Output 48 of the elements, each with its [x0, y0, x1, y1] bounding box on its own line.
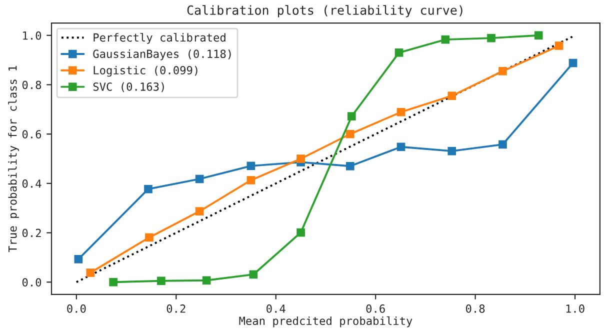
point	[195, 207, 204, 216]
point	[346, 162, 354, 170]
chart-title: Calibration plots (reliability curve)	[187, 5, 462, 18]
point	[396, 142, 406, 152]
point	[347, 112, 356, 120]
point	[145, 233, 154, 242]
point	[246, 176, 256, 184]
x-tick-label: 0.0	[67, 304, 86, 313]
point	[249, 270, 258, 279]
y-tick-label: 1.0	[23, 31, 42, 40]
point	[202, 276, 211, 285]
x-tick-label: 1.0	[566, 304, 584, 313]
point	[195, 174, 204, 184]
point	[396, 108, 406, 116]
point	[296, 228, 305, 237]
point	[246, 162, 256, 170]
point	[441, 35, 450, 44]
y-tick-label: 0.8	[22, 80, 42, 90]
y-tick-label: 0.6	[22, 130, 42, 138]
point	[448, 146, 456, 156]
x-tick-label: 0.6	[366, 304, 385, 313]
y-axis-title: True probability for class 1	[8, 66, 19, 252]
point	[144, 184, 152, 194]
y-tick-label: 0.2	[22, 228, 41, 238]
legend-label: SVC (0.163)	[93, 82, 164, 92]
point	[498, 66, 507, 76]
point	[74, 255, 83, 264]
point	[568, 58, 578, 68]
point	[86, 268, 95, 277]
point	[109, 278, 118, 286]
point	[554, 42, 564, 50]
x-tick-label: 0.2	[166, 304, 186, 313]
point	[498, 140, 507, 149]
x-axis-title: Mean predcited probability	[239, 316, 412, 328]
point	[157, 276, 166, 286]
legend-label: Logistic (0.099)	[94, 66, 198, 77]
legend-label: GaussianBayes (0.118)	[93, 49, 231, 60]
point	[394, 48, 404, 57]
point	[534, 31, 543, 40]
x-tick-label: 0.8	[466, 304, 485, 313]
point	[487, 34, 496, 42]
point	[346, 130, 354, 138]
x-tick-label: 0.4	[266, 304, 286, 313]
point	[448, 92, 456, 100]
y-tick-label: 0.4	[22, 179, 42, 188]
legend-label: Perfectly calibrated	[94, 33, 226, 44]
y-tick-label: 0.0	[22, 278, 42, 287]
point	[296, 154, 305, 163]
